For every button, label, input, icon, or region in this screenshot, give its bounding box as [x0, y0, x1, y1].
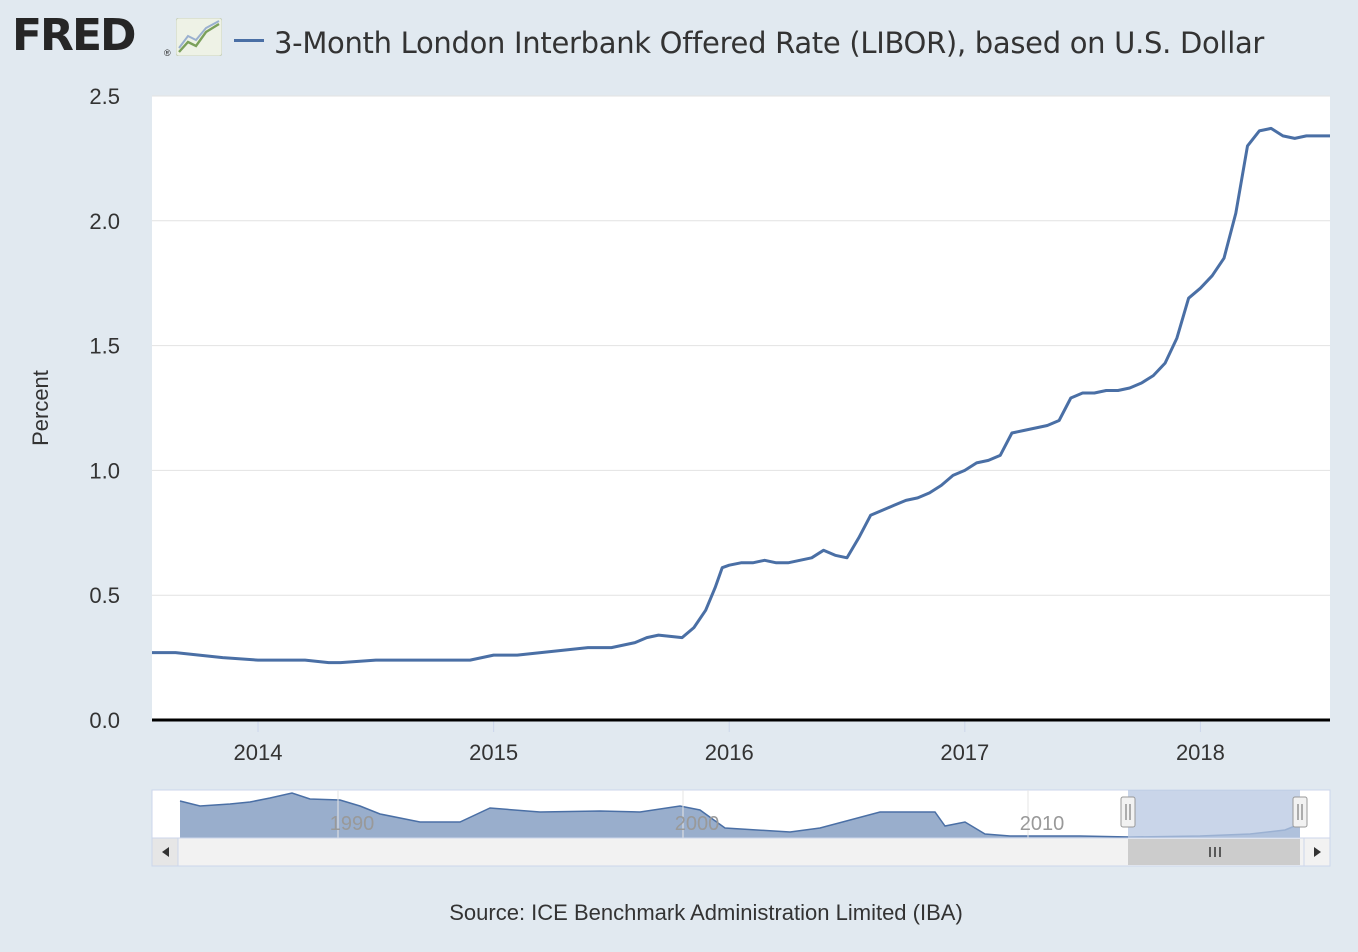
navigator-selection[interactable] — [1128, 790, 1300, 838]
navigator-right-handle[interactable] — [1292, 796, 1308, 828]
x-tick-label: 2017 — [940, 740, 989, 765]
arrow-right-icon — [1314, 847, 1321, 857]
y-tick-label: 2.0 — [89, 209, 120, 234]
arrow-left-icon — [162, 847, 169, 857]
navigator-tick-label: 2000 — [675, 813, 720, 835]
plot-layer: 0.0 0.5 1.0 1.5 2.0 2.5 2014 2015 2016 2017 2018 Pe… — [28, 84, 1330, 765]
y-tick-label: 1.5 — [89, 334, 120, 359]
chart-title: 3-Month London Interbank Offered Rate (L… — [274, 26, 1265, 60]
y-tick-label: 0.5 — [89, 583, 120, 608]
chart-header: FRED ® 3-Month London Interbank Offered … — [12, 10, 1342, 66]
navigator-history-area — [180, 793, 1300, 838]
source-note: Source: ICE Benchmark Administration Lim… — [449, 900, 963, 925]
navigator[interactable]: 1990 2000 2010 — [151, 789, 1331, 867]
navigator-tick-label: 1990 — [330, 813, 375, 835]
fred-logo[interactable]: FRED — [12, 10, 137, 61]
navigator-history-line — [179, 792, 1301, 838]
handle-body[interactable] — [1292, 796, 1308, 828]
y-tick-label: 2.5 — [89, 84, 120, 109]
scroll-right-button[interactable] — [1303, 837, 1331, 867]
scroll-left-button[interactable] — [151, 837, 179, 867]
line-chart-icon — [176, 18, 222, 56]
handle-body[interactable] — [1120, 796, 1136, 828]
plot-background — [152, 96, 1330, 720]
x-tick-label: 2015 — [469, 740, 518, 765]
series-line[interactable] — [152, 126, 1330, 665]
x-tick-label: 2014 — [234, 740, 283, 765]
y-tick-label: 1.0 — [89, 458, 120, 483]
legend-swatch — [234, 39, 264, 42]
navigator-tick-label: 2010 — [1020, 813, 1065, 835]
scrollbar-thumb[interactable] — [1128, 839, 1300, 865]
registered-mark: ® — [164, 48, 171, 58]
navigator-left-handle[interactable] — [1120, 796, 1136, 828]
x-tick-label: 2016 — [705, 740, 754, 765]
y-axis-label: Percent — [28, 370, 53, 446]
x-tick-label: 2018 — [1176, 740, 1225, 765]
y-tick-label: 0.0 — [89, 708, 120, 733]
